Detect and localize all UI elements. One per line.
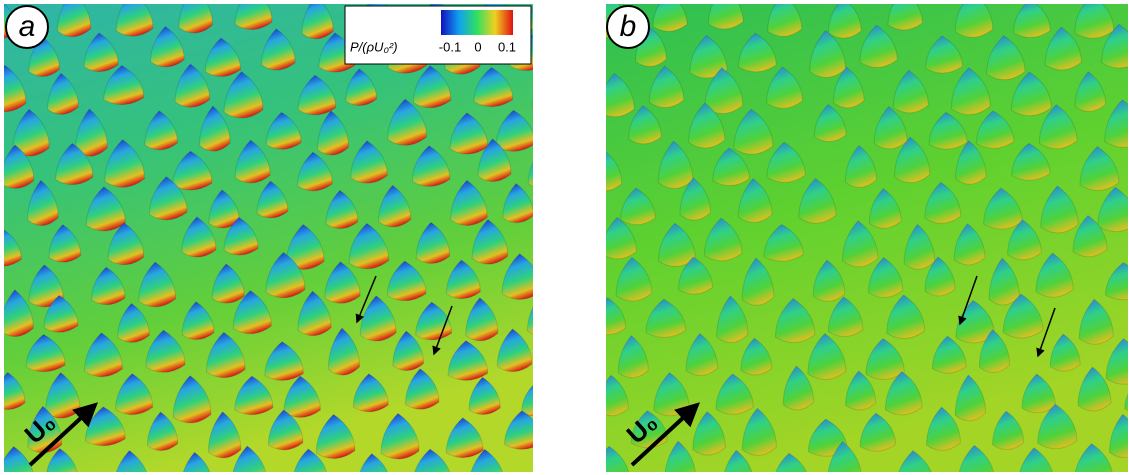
roughness-element xyxy=(534,220,571,266)
panel-label: b xyxy=(620,10,637,43)
roughness-element xyxy=(529,0,568,33)
roughness-element xyxy=(528,149,561,188)
roughness-element xyxy=(708,0,743,29)
colorbar-tick: 0.1 xyxy=(498,39,516,54)
roughness-element xyxy=(535,447,567,475)
roughness-element xyxy=(179,0,213,33)
colorbar-tick: 0 xyxy=(474,39,481,54)
colorbar-label: P/(ρU₀²) xyxy=(350,39,398,54)
roughness-element xyxy=(888,0,922,30)
colorbar xyxy=(441,10,513,35)
panel-label: a xyxy=(19,10,36,43)
roughness-element xyxy=(532,74,563,116)
colorbar-tick: -0.1 xyxy=(439,39,461,54)
figure: P/(ρU₀²) -0.1 0 0.1 a b U₀ U₀ xyxy=(0,0,1129,475)
roughness-element xyxy=(235,0,272,30)
